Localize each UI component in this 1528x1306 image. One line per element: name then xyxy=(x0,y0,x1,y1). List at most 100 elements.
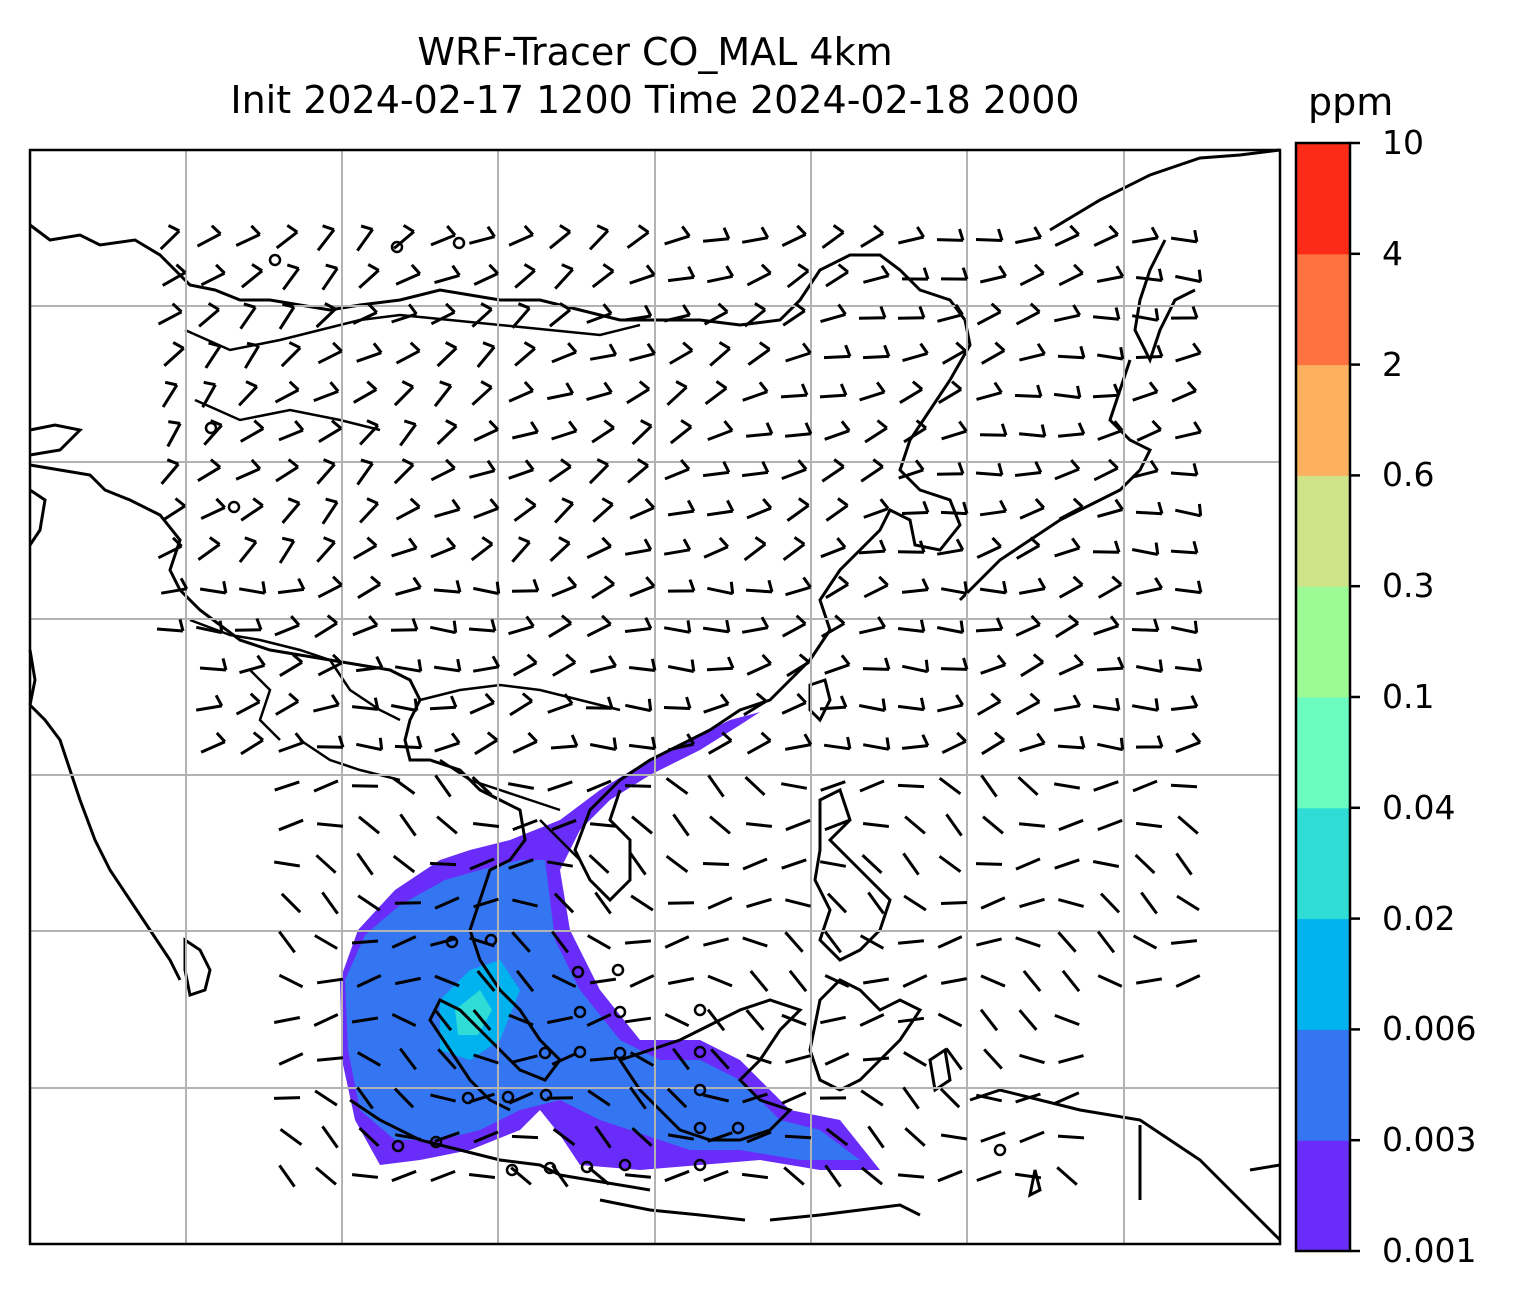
wind-barb xyxy=(859,934,885,950)
wind-barb xyxy=(862,1056,890,1062)
wind-barb xyxy=(316,1056,344,1062)
wind-barb xyxy=(162,497,186,522)
wind-barb xyxy=(200,263,226,287)
wind-barb xyxy=(356,224,374,252)
wind-barb xyxy=(430,458,456,482)
wind-barb xyxy=(434,974,460,988)
wind-barb xyxy=(511,931,531,953)
wind-barb xyxy=(316,224,336,252)
wind-barb xyxy=(1096,737,1125,752)
wind-barb xyxy=(157,302,183,326)
wind-barb xyxy=(707,1131,733,1143)
wind-barb xyxy=(352,302,378,325)
wind-barb xyxy=(706,265,734,284)
wind-barb xyxy=(903,1051,927,1067)
wind-barb xyxy=(741,1172,769,1180)
wind-barb xyxy=(313,779,339,793)
wind-barb xyxy=(359,497,379,524)
wind-barb xyxy=(1170,229,1199,244)
wind-barb xyxy=(1019,732,1046,753)
wind-barb xyxy=(201,380,217,409)
wind-barb xyxy=(469,1092,495,1104)
wind-barb xyxy=(1135,977,1163,985)
wind-barb xyxy=(240,497,264,522)
wind-barb xyxy=(197,458,222,482)
wind-barb xyxy=(546,860,574,868)
wind-barb xyxy=(939,1087,961,1109)
wind-barb xyxy=(982,815,1004,835)
wind-barb xyxy=(901,659,930,674)
wind-barb xyxy=(1096,930,1116,954)
wind-barb xyxy=(747,341,771,366)
wind-barb xyxy=(471,380,493,406)
wind-barb xyxy=(399,419,417,447)
wind-barb xyxy=(1019,1130,1045,1144)
wind-barb xyxy=(1096,346,1125,361)
wind-barb xyxy=(937,935,963,949)
wind-barb xyxy=(239,302,257,330)
wind-barb xyxy=(707,420,734,442)
wind-barb xyxy=(901,578,930,594)
wind-barb xyxy=(1019,1053,1045,1065)
colorbar-tick-label: 2 xyxy=(1382,344,1403,384)
wind-barb xyxy=(1054,1013,1080,1027)
wind-barbs xyxy=(156,224,1203,1188)
wind-barb xyxy=(204,341,222,369)
wind-barb xyxy=(1170,463,1199,477)
colorbar-tick-label: 0.6 xyxy=(1382,455,1435,495)
wind-barb xyxy=(274,615,301,637)
wind-barb xyxy=(743,536,767,562)
wind-barb xyxy=(940,657,969,671)
wind-barb xyxy=(1054,459,1081,481)
wind-barb xyxy=(552,1128,576,1146)
wind-barb xyxy=(356,974,382,988)
wind-barb xyxy=(1014,384,1043,398)
wind-barb xyxy=(707,896,733,910)
wind-barb xyxy=(391,303,418,324)
wind-barb xyxy=(588,1166,610,1186)
wind-barb xyxy=(586,934,612,950)
wind-barb xyxy=(273,860,301,868)
wind-barb xyxy=(275,224,299,250)
wind-barb xyxy=(628,736,657,751)
wind-barb xyxy=(547,693,574,714)
wind-barb xyxy=(936,461,965,476)
colorbar-tick-label: 0.04 xyxy=(1382,787,1456,827)
wind-barb xyxy=(430,1093,456,1103)
wind-barb xyxy=(786,263,810,289)
wind-barb xyxy=(395,497,421,521)
wind-barb xyxy=(629,264,656,285)
wind-barb xyxy=(278,818,304,832)
wind-barb xyxy=(239,419,265,443)
wind-barb xyxy=(631,1127,653,1147)
wind-barb xyxy=(356,852,374,876)
wind-barb xyxy=(1175,974,1201,988)
wind-barb xyxy=(749,970,769,992)
wind-barb xyxy=(1096,656,1125,672)
wind-barb xyxy=(786,497,810,522)
wind-barb xyxy=(244,341,260,369)
wind-barb xyxy=(471,302,493,328)
wind-barb xyxy=(315,1166,337,1186)
wind-barb xyxy=(352,536,378,560)
wind-barb xyxy=(743,692,768,717)
wind-barb xyxy=(513,497,537,522)
wind-barb xyxy=(976,302,1002,326)
wind-barb xyxy=(1061,969,1081,993)
wind-barb xyxy=(586,614,612,638)
wind-barb xyxy=(1015,302,1041,326)
wind-barb xyxy=(704,380,728,405)
wind-barb xyxy=(1057,1134,1085,1140)
wind-barb xyxy=(902,1086,920,1110)
wind-barb xyxy=(351,1173,379,1179)
wind-barb xyxy=(702,619,731,634)
wind-barb xyxy=(782,536,806,561)
wind-barb xyxy=(629,974,655,988)
wind-barb xyxy=(321,1125,339,1149)
wind-barb xyxy=(589,822,617,828)
wind-barb xyxy=(200,731,227,754)
wind-barb xyxy=(235,692,261,716)
wind-barb xyxy=(897,619,926,633)
wind-barb xyxy=(1018,822,1046,828)
wind-barb xyxy=(709,341,731,367)
